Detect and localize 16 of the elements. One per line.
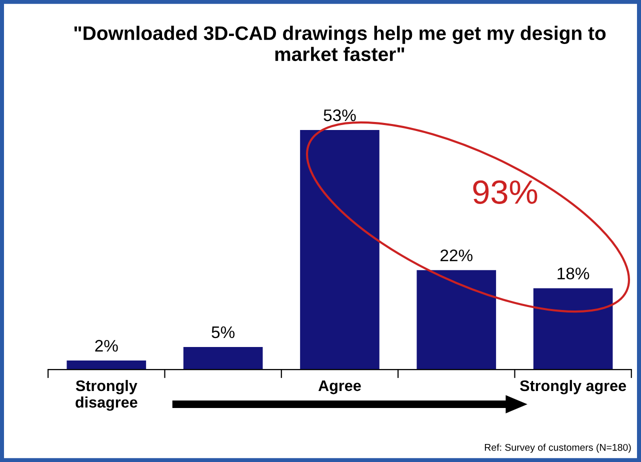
data-label: 22%: [440, 250, 472, 262]
bar: [300, 130, 380, 370]
data-label: 18%: [558, 268, 590, 280]
bar: [66, 360, 146, 370]
x-tick-label: Strongly disagree: [76, 380, 138, 411]
bar: [416, 270, 496, 370]
annotation: 93%: [473, 180, 538, 204]
bar: [183, 347, 263, 370]
data-label: 2%: [95, 340, 118, 352]
bar: [533, 288, 613, 370]
text: Ref: Survey of customers (N=180): [484, 444, 631, 453]
x-tick-label: Strongly agree: [520, 380, 626, 394]
data-label: 53%: [324, 109, 356, 122]
chart-title: "Downloaded 3D-CAD drawings help me get my design to market faster": [74, 26, 606, 62]
data-label: 5%: [212, 326, 235, 338]
x-tick-label: Agree: [318, 380, 361, 394]
